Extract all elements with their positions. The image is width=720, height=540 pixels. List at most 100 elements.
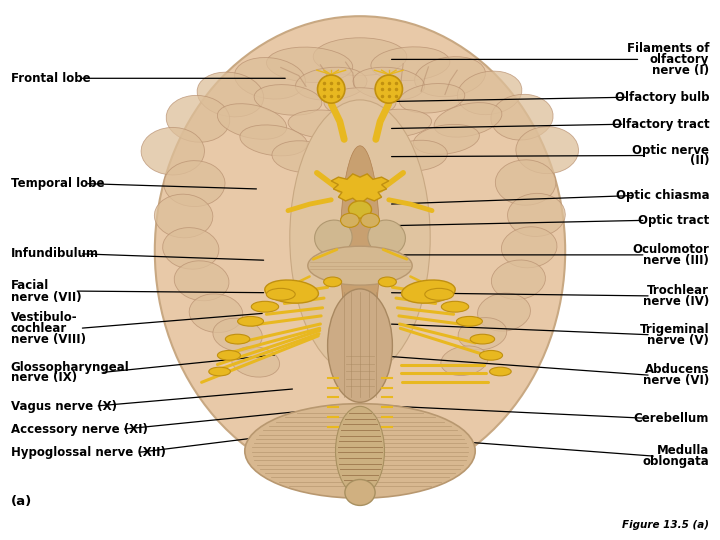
Text: nerve (VI): nerve (VI) <box>643 374 709 387</box>
Ellipse shape <box>477 293 531 331</box>
Circle shape <box>341 213 359 227</box>
Ellipse shape <box>379 277 396 287</box>
Ellipse shape <box>163 228 219 269</box>
Ellipse shape <box>217 104 287 139</box>
Text: oblongata: oblongata <box>642 455 709 468</box>
Ellipse shape <box>480 350 503 360</box>
Ellipse shape <box>456 316 482 326</box>
Ellipse shape <box>209 367 230 376</box>
Text: Abducens: Abducens <box>644 363 709 376</box>
Text: Frontal lobe: Frontal lobe <box>11 72 91 85</box>
Ellipse shape <box>238 316 264 326</box>
Text: cochlear: cochlear <box>11 322 67 335</box>
Ellipse shape <box>458 318 507 350</box>
Text: nerve (VIII): nerve (VIII) <box>11 333 86 346</box>
Text: Vestibulo-: Vestibulo- <box>11 311 78 324</box>
Text: Trochlear: Trochlear <box>647 284 709 297</box>
Text: nerve (VII): nerve (VII) <box>11 291 81 303</box>
Ellipse shape <box>163 160 225 207</box>
Text: Hypoglossal nerve (XII): Hypoglossal nerve (XII) <box>11 446 166 459</box>
Ellipse shape <box>434 103 502 137</box>
Circle shape <box>348 201 372 218</box>
Ellipse shape <box>491 94 553 140</box>
Text: Oculomotor: Oculomotor <box>632 243 709 256</box>
Ellipse shape <box>254 85 322 115</box>
Ellipse shape <box>289 100 431 375</box>
Ellipse shape <box>174 261 229 301</box>
Text: nerve (V): nerve (V) <box>647 334 709 347</box>
Ellipse shape <box>441 346 488 375</box>
Text: Temporal lobe: Temporal lobe <box>11 177 104 190</box>
Polygon shape <box>331 174 389 204</box>
Ellipse shape <box>141 127 204 175</box>
Ellipse shape <box>490 367 511 376</box>
Ellipse shape <box>295 67 367 100</box>
Text: nerve (IV): nerve (IV) <box>643 295 709 308</box>
Ellipse shape <box>368 220 405 255</box>
Ellipse shape <box>251 301 279 312</box>
Ellipse shape <box>197 72 264 117</box>
Text: Trigeminal: Trigeminal <box>639 323 709 336</box>
Ellipse shape <box>457 71 522 114</box>
Ellipse shape <box>155 16 565 486</box>
Ellipse shape <box>336 406 384 496</box>
Circle shape <box>361 213 379 227</box>
Text: Accessory nerve (XI): Accessory nerve (XI) <box>11 423 148 436</box>
Text: Vagus nerve (X): Vagus nerve (X) <box>11 400 117 413</box>
Ellipse shape <box>313 38 407 76</box>
Ellipse shape <box>325 124 395 151</box>
Ellipse shape <box>232 347 279 377</box>
Ellipse shape <box>266 47 353 83</box>
Text: olfactory: olfactory <box>650 53 709 66</box>
Ellipse shape <box>425 288 454 300</box>
Ellipse shape <box>353 67 425 100</box>
Ellipse shape <box>371 47 450 80</box>
Ellipse shape <box>266 288 295 300</box>
Ellipse shape <box>324 87 396 118</box>
Ellipse shape <box>235 58 305 99</box>
Text: (a): (a) <box>11 495 32 508</box>
Ellipse shape <box>508 193 565 237</box>
Ellipse shape <box>225 334 250 344</box>
Ellipse shape <box>288 110 360 138</box>
Text: nerve (IX): nerve (IX) <box>11 372 77 384</box>
Text: Optic chiasma: Optic chiasma <box>616 189 709 202</box>
Ellipse shape <box>501 227 557 268</box>
Ellipse shape <box>345 480 375 505</box>
Ellipse shape <box>324 277 342 287</box>
Text: Infundibulum: Infundibulum <box>11 247 99 260</box>
Ellipse shape <box>272 141 333 172</box>
Ellipse shape <box>166 96 230 142</box>
Text: Figure 13.5 (a): Figure 13.5 (a) <box>622 520 709 530</box>
Ellipse shape <box>413 124 480 154</box>
Ellipse shape <box>265 280 318 303</box>
Text: nerve (I): nerve (I) <box>652 64 709 77</box>
Ellipse shape <box>375 75 402 103</box>
Text: Facial: Facial <box>11 279 49 292</box>
Ellipse shape <box>340 146 380 351</box>
Ellipse shape <box>213 318 262 352</box>
Ellipse shape <box>495 160 556 205</box>
Text: Medulla: Medulla <box>657 444 709 457</box>
Text: Optic tract: Optic tract <box>638 214 709 227</box>
Ellipse shape <box>399 84 465 113</box>
Text: Olfactory bulb: Olfactory bulb <box>615 91 709 104</box>
Ellipse shape <box>240 125 307 156</box>
Text: (II): (II) <box>690 154 709 167</box>
Text: Glossopharyngeal: Glossopharyngeal <box>11 361 130 374</box>
Text: Olfactory tract: Olfactory tract <box>611 118 709 131</box>
Ellipse shape <box>516 126 579 174</box>
Ellipse shape <box>388 140 447 171</box>
Ellipse shape <box>154 194 213 238</box>
Ellipse shape <box>315 220 352 255</box>
Text: Filaments of: Filaments of <box>626 42 709 55</box>
Ellipse shape <box>318 75 345 103</box>
Ellipse shape <box>441 301 469 312</box>
Ellipse shape <box>217 350 240 360</box>
Text: Cerebellum: Cerebellum <box>634 412 709 425</box>
Text: Optic nerve: Optic nerve <box>632 144 709 157</box>
Ellipse shape <box>307 246 412 285</box>
Text: nerve (III): nerve (III) <box>644 254 709 267</box>
Ellipse shape <box>415 57 485 97</box>
Ellipse shape <box>470 334 495 344</box>
